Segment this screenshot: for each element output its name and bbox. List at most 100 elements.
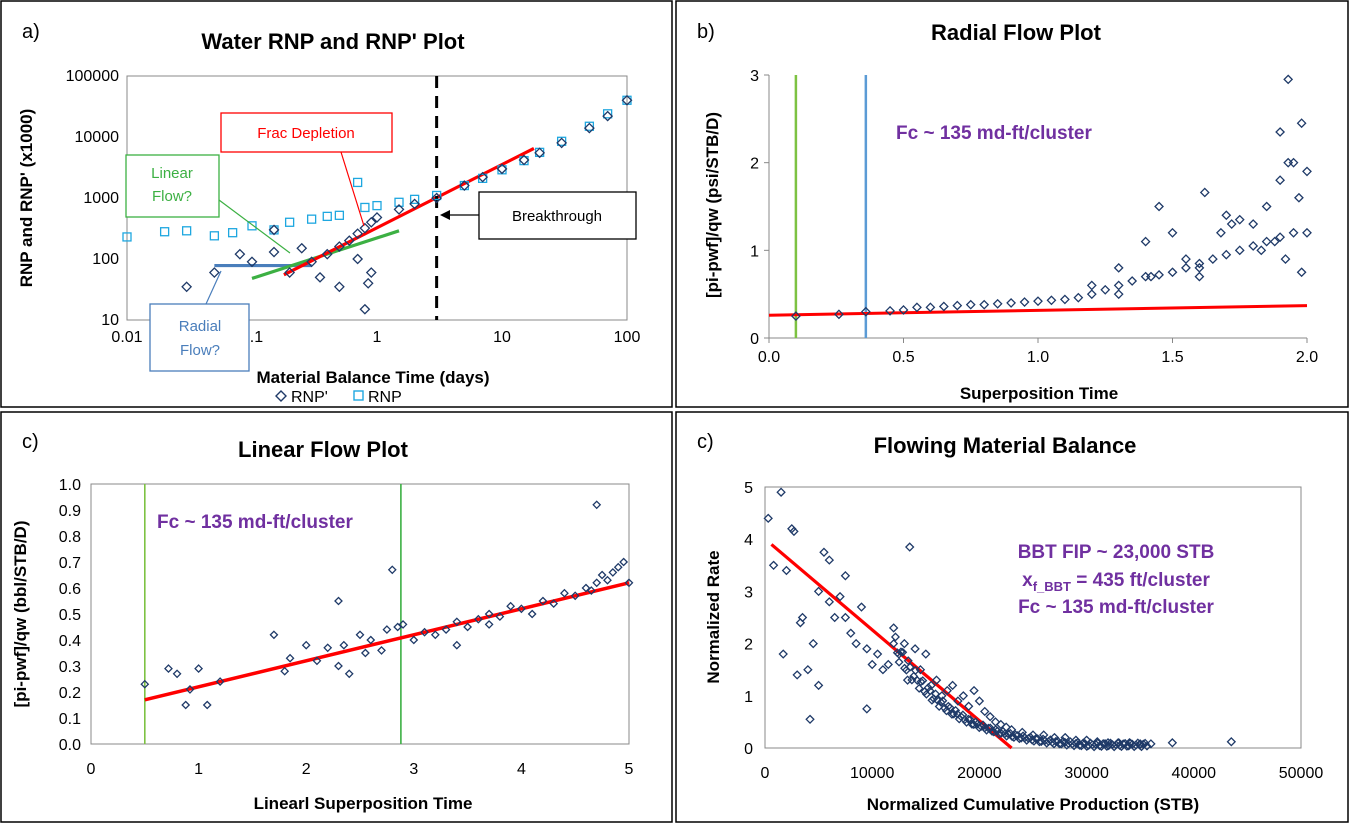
panel-b-point <box>1226 219 1237 229</box>
rnp-prime-point <box>477 171 489 183</box>
panel-b-point <box>925 302 936 313</box>
radial-flow-text-2: Flow? <box>180 342 220 359</box>
linear-flow-pointer <box>218 199 291 254</box>
rnp-prime-point <box>333 241 345 252</box>
panel-d-point <box>923 683 933 693</box>
panel-d-point <box>776 487 786 497</box>
panel-d-point <box>890 632 900 642</box>
panel-b-point <box>1167 267 1178 278</box>
panel-d-point <box>1060 732 1070 743</box>
panel-d-note-2-rest: = 435 ft/cluster <box>1071 570 1210 591</box>
panel-c-ytick-label: 0.0 <box>59 737 81 754</box>
panel-c-point <box>527 609 537 619</box>
panel-c-point <box>269 630 279 640</box>
panel-b-point <box>1194 271 1205 282</box>
panel-d-point <box>951 705 961 715</box>
panel-d-note-2-sub: f_BBT <box>1033 579 1071 594</box>
panel-d-point <box>963 701 974 711</box>
panel-b-point <box>1288 227 1299 238</box>
panel-c-xtick-label: 2 <box>302 761 311 778</box>
panel-d-point <box>972 719 982 729</box>
radial-flow-callout <box>149 303 250 372</box>
panel-d-point <box>925 686 935 696</box>
panel-d-ylabel: Normalized Rate <box>704 550 723 683</box>
panel-b-point <box>1086 280 1097 291</box>
panel-c-point <box>484 609 494 619</box>
panel-c-point <box>366 635 376 645</box>
rnp-prime-point <box>181 281 193 293</box>
panel-a-ytick-label: 10000 <box>75 129 120 146</box>
panel-c-ytick-label: 0.1 <box>59 711 81 728</box>
panel-c: c) Linear Flow Plot 0 1 2 3 4 5 0.0 0.1 0.2 0.3 0.… <box>11 431 634 813</box>
panel-d-point <box>905 662 915 672</box>
panel-a: a) Water RNP and RNP' Plot 0.01 0.1 1 10 100… <box>17 21 640 406</box>
panel-d-note-3: Fc ~ 135 md-ft/cluster <box>1018 597 1214 618</box>
panel-c-point <box>452 617 462 627</box>
rnp-point <box>122 232 132 242</box>
panel-b-point <box>1280 254 1291 265</box>
rnp-point <box>360 202 370 213</box>
panel-b-point <box>965 299 976 310</box>
rnp-prime-point <box>393 203 405 215</box>
panel-d-ytick-label: 3 <box>744 584 753 601</box>
panel-c-point <box>560 588 569 598</box>
panel-b-point <box>860 306 871 317</box>
panel-d-point <box>1029 736 1039 746</box>
panel-d-point <box>763 513 773 524</box>
panel-c-ytick-label: 1.0 <box>59 477 81 494</box>
panel-d-point <box>982 725 992 735</box>
panel-c-ylabel: [pi-pwf]/qw (bbl/STB/D) <box>11 521 30 708</box>
panel-d-point <box>1016 733 1026 743</box>
panel-d-point <box>936 697 946 707</box>
panel-b-point <box>790 311 801 322</box>
panel-d-point <box>1104 741 1114 751</box>
rnp-prime-point <box>359 222 371 234</box>
panel-c-ytick-label: 0.5 <box>59 607 81 624</box>
rnp-prime-point <box>409 198 421 210</box>
panel-c-ytick-label: 0.3 <box>59 659 81 676</box>
panel-b-point <box>1194 258 1205 269</box>
frac-depletion-fit-line <box>283 146 535 277</box>
panel-d-point <box>1131 740 1141 750</box>
panel-d-title: Flowing Material Balance <box>874 433 1137 458</box>
panel-b-point <box>834 309 844 320</box>
legend-rnp-prime-marker <box>275 390 287 402</box>
panel-c-plot-area <box>90 483 630 745</box>
panel-c-point <box>495 612 505 622</box>
panel-d-point <box>1051 736 1061 746</box>
panel-b-point <box>1127 276 1138 286</box>
rnp-prime-point <box>359 303 371 315</box>
panel-d-point <box>1009 732 1019 742</box>
panel-d-point <box>985 711 995 722</box>
panel-b-point <box>1167 227 1178 238</box>
panel-c-point <box>164 664 173 674</box>
panel-a-ytick-label: 10 <box>101 312 119 329</box>
panel-d-ytick-label: 1 <box>744 689 753 706</box>
panel-d-point <box>899 638 910 649</box>
panel-d-point <box>808 638 818 649</box>
panel-b-ytick-label: 1 <box>750 243 759 260</box>
panel-c-point <box>140 679 150 689</box>
panel-d-point <box>824 555 835 565</box>
panel-d-fit-line <box>770 543 1013 750</box>
panel-d-point <box>781 565 792 576</box>
panel-c-ytick-label: 0.9 <box>59 503 81 520</box>
panel-a-xtick-label: 0.01 <box>111 329 142 346</box>
panel-d-point <box>819 547 829 557</box>
panel-c-fit-line <box>144 581 630 702</box>
rnp-point <box>352 177 363 188</box>
panel-b-ylabel: [pi-pwf]/qw (psi/STB/D) <box>703 112 722 298</box>
panel-b-point <box>1059 294 1070 305</box>
panel-c-xtick-label: 5 <box>625 761 634 778</box>
rnp-point <box>284 217 295 227</box>
panel-b-point <box>1275 175 1286 186</box>
rnp-prime-point <box>208 267 220 278</box>
panel-b-point <box>1275 127 1286 137</box>
rnp-prime-point <box>268 246 280 258</box>
rnp-prime-point <box>314 271 326 283</box>
panel-d-point <box>789 526 799 537</box>
panel-d-point <box>898 647 908 657</box>
panel-b-point <box>1269 236 1280 247</box>
panel-d-point <box>958 691 969 701</box>
panel-d-point <box>1076 741 1086 751</box>
